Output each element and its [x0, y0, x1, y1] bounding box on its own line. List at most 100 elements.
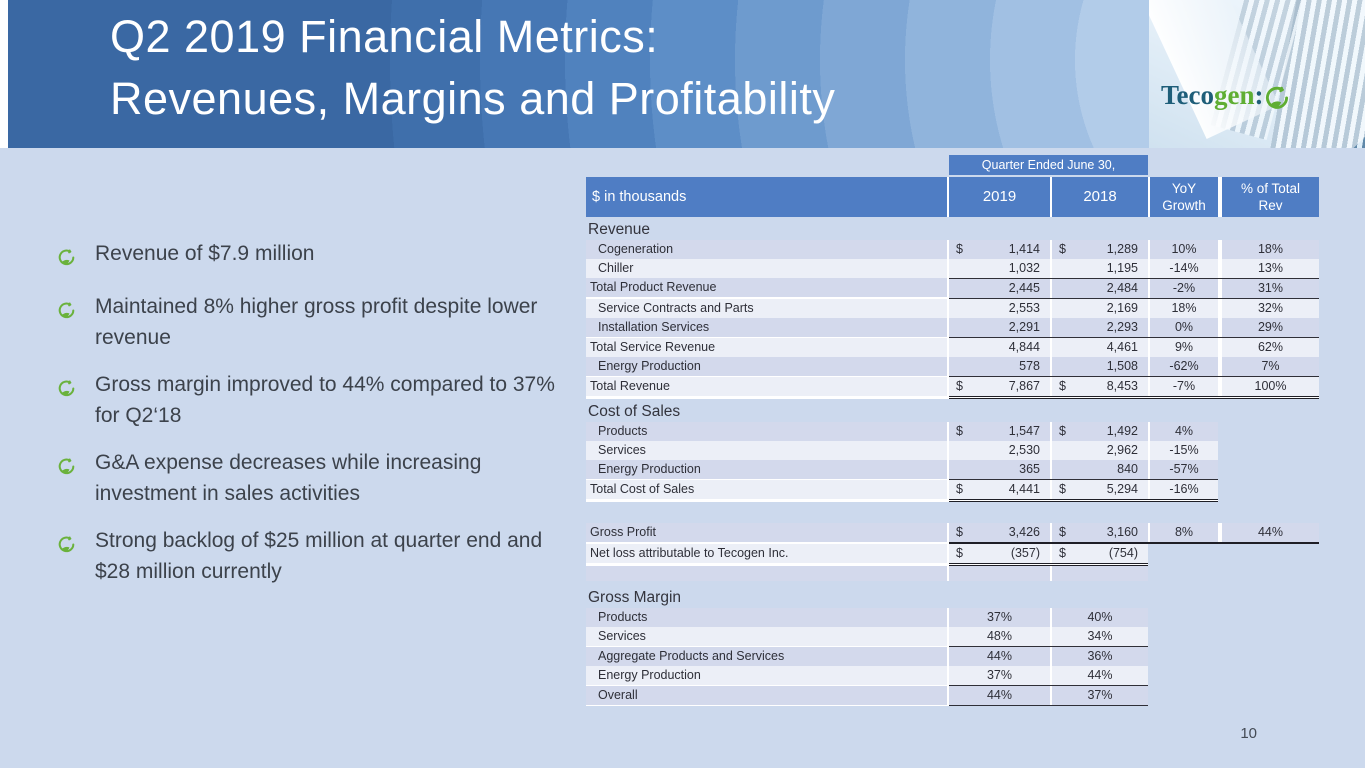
value-pct-total-rev: 29% [1222, 318, 1319, 337]
amount: 2,484 [1106, 281, 1138, 295]
value-pct-total-rev: 32% [1222, 299, 1319, 318]
row-values: 4,844 4,461 9% 62% [949, 338, 1319, 357]
value-2018: 36% [1052, 647, 1148, 666]
amount: 34% [1087, 629, 1113, 643]
amount: 37% [1087, 688, 1113, 702]
list-item: Gross margin improved to 44% compared to… [58, 369, 578, 431]
row-values: $1,547 $1,492 4% [949, 422, 1218, 441]
quarter-spanner-row: Quarter Ended June 30, [949, 155, 1319, 175]
bullet-text: Revenue of $7.9 million [95, 242, 315, 265]
amount: 37% [986, 610, 1013, 624]
section-title: Revenue [588, 221, 651, 238]
column-header-yoy-line2: Growth [1162, 198, 1206, 213]
row-values: 48% 34% [949, 627, 1148, 647]
value-yoy-growth: -14% [1150, 259, 1218, 278]
table-row: Energy Production 37% 44% [586, 666, 1148, 686]
value-yoy-growth: -62% [1150, 357, 1218, 376]
row-values: $7,867 $8,453 -7% 100% [949, 377, 1319, 399]
dollar-sign [1059, 338, 1062, 357]
column-header-pct-total-rev: % of Total Rev [1222, 177, 1319, 217]
dollar-sign [1059, 279, 1062, 298]
value-2018: $ (754) [1052, 544, 1148, 563]
list-item: Maintained 8% higher gross profit despit… [58, 291, 578, 353]
row-label: Energy Production [586, 357, 947, 376]
row-label: Cogeneration [586, 240, 947, 259]
amount: 578 [1019, 359, 1040, 373]
value-2019: 37% [949, 608, 1050, 627]
row-values: 2,530 2,962 -15% [949, 441, 1218, 460]
banner-left-strip [0, 0, 8, 148]
dollar-sign [956, 299, 959, 318]
value-2018: $8,453 [1052, 377, 1148, 396]
amount: 2,445 [1008, 281, 1040, 295]
dollar-sign [1059, 357, 1062, 376]
row-values: 578 1,508 -62% 7% [949, 357, 1319, 377]
amount: 1,195 [1106, 261, 1138, 275]
row-label: Aggregate Products and Services [586, 647, 947, 666]
amount: 36% [1087, 649, 1113, 663]
highlights-list: Revenue of $7.9 million Maintained 8% hi… [58, 238, 578, 603]
value-pct-total-rev: 18% [1222, 240, 1319, 259]
table-row: Overall 44% 37% [586, 686, 1148, 706]
bullet-text: Maintained 8% higher gross profit despit… [95, 295, 538, 349]
value-yoy-growth: -15% [1150, 441, 1218, 460]
value-2018: 44% [1052, 666, 1148, 685]
value-pct-total-rev: 44% [1222, 523, 1319, 542]
dollar-sign: $ [1059, 546, 1066, 560]
amount: 1,547 [1008, 424, 1040, 438]
bullet-text: G&A expense decreases while increasing i… [95, 451, 482, 505]
list-item: Revenue of $7.9 million [58, 238, 578, 275]
table-row: Services 48% 34% [586, 627, 1148, 647]
amount: 5,294 [1106, 482, 1138, 496]
value-pct-total-rev: 31% [1222, 279, 1319, 298]
value-yoy-growth: 0% [1150, 318, 1218, 337]
row-values: 37% 44% [949, 666, 1148, 686]
amount: 2,169 [1106, 301, 1138, 315]
dollar-sign [956, 441, 959, 460]
value-2018: 2,169 [1052, 299, 1148, 318]
table-row: Chiller 1,032 1,195 -14% 13% [586, 259, 1319, 278]
amount: (754) [1108, 546, 1138, 560]
table-row: Energy Production 365 840 -57% [586, 460, 1218, 480]
column-header-yoy-growth: YoY Growth [1150, 177, 1218, 217]
value-yoy-growth: 4% [1150, 422, 1218, 441]
value-pct-total-rev: 13% [1222, 259, 1319, 278]
amount: 48% [986, 629, 1013, 643]
dollar-sign [1059, 460, 1062, 479]
amount: 2,293 [1106, 320, 1138, 334]
tecogen-logo: Tecogen: [1161, 82, 1289, 110]
value-2019: 2,553 [949, 299, 1050, 318]
logo-mark: : [1254, 80, 1264, 110]
amount: 37% [986, 668, 1013, 682]
value-2018: $5,294 [1052, 480, 1148, 499]
value-2019: $3,426 [949, 523, 1050, 542]
page-title-line2: Revenues, Margins and Profitability [110, 73, 836, 124]
table-row: Energy Production 578 1,508 -62% 7% [586, 357, 1319, 377]
table-row: Gross Profit $3,426 $3,160 8% 44% [586, 523, 1319, 544]
section-title: Gross Margin [588, 589, 682, 606]
value-2019: $1,547 [949, 422, 1050, 441]
row-label: Services [586, 441, 947, 460]
amount: 1,032 [1008, 261, 1040, 275]
tecogen-leaf-icon [1265, 86, 1288, 109]
table-row [586, 566, 1148, 581]
column-header-pct-line2: Rev [1258, 198, 1283, 213]
table-row: Cogeneration $1,414 $1,289 10% 18% [586, 240, 1319, 259]
row-values: 44% 37% [949, 686, 1148, 706]
value-2018: 2,484 [1052, 279, 1148, 298]
row-label: Overall [586, 686, 947, 705]
row-label: Energy Production [586, 666, 947, 685]
value-2018: 2,293 [1052, 318, 1148, 337]
amount: 44% [986, 649, 1013, 663]
page-number: 10 [1240, 725, 1257, 742]
row-values: $1,414 $1,289 10% 18% [949, 240, 1319, 259]
value-yoy-growth: 8% [1150, 523, 1218, 542]
table-row: Total Cost of Sales $4,441 $5,294 -16% [586, 480, 1218, 502]
table-sections: Revenue Cogeneration $1,414 $1,289 10% 18% Chi… [586, 219, 1319, 706]
amount: 4,844 [1008, 340, 1040, 354]
header-photo: Tecogen: [1149, 0, 1365, 148]
table-header-row: $ in thousands 2019 2018 YoY Growth % of… [586, 177, 1319, 217]
row-label: Total Service Revenue [586, 338, 947, 357]
value-2019: $7,867 [949, 377, 1050, 396]
value-2019: $4,441 [949, 480, 1050, 499]
